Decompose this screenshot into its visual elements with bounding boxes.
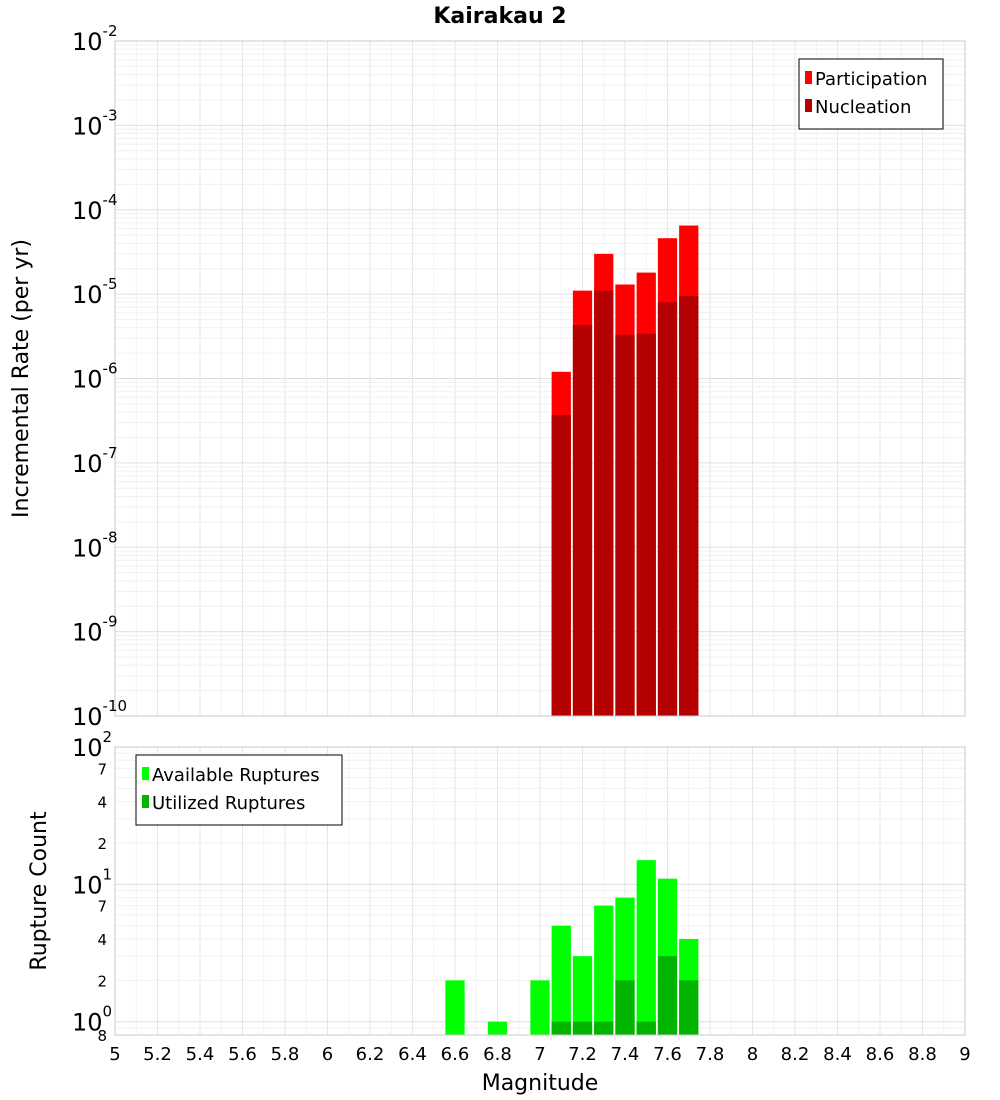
legend-swatch: [142, 795, 149, 808]
bar-primary: [445, 980, 465, 1035]
x-tick-label: 6.8: [483, 1044, 512, 1065]
legend-swatch: [142, 767, 149, 780]
bar-primary: [594, 905, 614, 1035]
x-tick-label: 6: [322, 1044, 333, 1065]
bar-secondary: [551, 414, 571, 716]
rate-chart: Kairakau 2 Incremental Rate (per yr) 10-10…: [9, 4, 966, 731]
y-minor-tick-label: 7: [97, 760, 107, 778]
y-tick-label: 10-7: [72, 444, 118, 478]
bar-secondary: [615, 980, 635, 1035]
x-tick-label: 8.2: [781, 1044, 810, 1065]
bar-secondary: [594, 290, 614, 716]
x-tick-label: 6.6: [441, 1044, 470, 1065]
bar-secondary: [551, 1021, 571, 1035]
x-axis-title: Magnitude: [482, 1071, 599, 1096]
bar-secondary: [572, 1021, 593, 1035]
x-tick-label: 8.6: [866, 1044, 895, 1065]
y-tick-label: 10-9: [72, 613, 118, 647]
x-tick-label: 7.2: [568, 1044, 597, 1065]
y-tick-label: 101: [72, 865, 112, 899]
y-minor-tick-label: 4: [97, 931, 107, 949]
x-tick-label: 7.6: [653, 1044, 682, 1065]
bar-secondary: [615, 334, 635, 716]
bar-secondary: [679, 296, 699, 716]
y-tick-label: 10-2: [72, 22, 118, 56]
x-tick-label: 5.4: [186, 1044, 215, 1065]
bar-primary: [636, 860, 656, 1035]
x-tick-label: 8.4: [823, 1044, 852, 1065]
bar-primary: [551, 925, 571, 1035]
x-tick-label: 5: [109, 1044, 120, 1065]
legend-swatch: [805, 71, 812, 84]
legend-box: [798, 58, 944, 130]
bar-primary: [487, 1021, 508, 1035]
y-tick-label: 10-6: [72, 360, 118, 394]
x-tick-label: 8: [747, 1044, 758, 1065]
y-minor-tick-label: 7: [97, 898, 107, 916]
bar-primary: [572, 956, 593, 1035]
x-tick-label: 5.8: [271, 1044, 300, 1065]
y-tick-label: 100: [72, 1003, 112, 1037]
legend-box: [135, 754, 343, 826]
y-minor-tick-label: 8: [97, 1027, 107, 1045]
x-tick-label: 6.2: [356, 1044, 385, 1065]
x-tick-label: 7.8: [696, 1044, 725, 1065]
x-tick-label: 5.6: [228, 1044, 257, 1065]
x-axis: 5 5.2 5.4 5.6 5.8 6 6.2 6.4 6.6 6.8 7 7.2 7.4 7.6 7.8 8…: [109, 1044, 970, 1096]
legend-label: Utilized Ruptures: [152, 793, 305, 814]
bar-secondary: [679, 980, 699, 1035]
y-minor-tick-label: 2: [97, 835, 107, 853]
y-minor-tick-label: 2: [97, 972, 107, 990]
y-tick-label: 10-8: [72, 528, 118, 562]
plot-frame: [114, 746, 966, 1036]
bar-secondary: [636, 333, 656, 716]
bar-primary: [530, 980, 550, 1035]
y-tick-label: 10-5: [72, 275, 118, 309]
bar-secondary: [594, 1021, 614, 1035]
y-tick-label: 10-4: [72, 191, 118, 225]
legend-label: Available Ruptures: [152, 765, 320, 786]
bar-secondary: [572, 325, 593, 716]
x-tick-label: 9: [959, 1044, 970, 1065]
plot-frame: [114, 40, 966, 717]
y-tick-label: 10-3: [72, 106, 118, 140]
legend-swatch: [805, 99, 812, 112]
chart-title: Kairakau 2: [433, 4, 566, 29]
bar-secondary: [657, 956, 678, 1035]
x-tick-label: 7.4: [611, 1044, 640, 1065]
legend-label: Nucleation: [815, 97, 911, 118]
y-tick-label: 10-10: [72, 697, 127, 731]
x-tick-label: 8.8: [908, 1044, 937, 1065]
bar-secondary: [636, 1021, 656, 1035]
y-minor-tick-label: 4: [97, 794, 107, 812]
y-axis-title: Incremental Rate (per yr): [9, 239, 34, 518]
count-chart: Rupture Count 100 101 102 8 2 4 7 2 4 7 Available R…: [27, 728, 966, 1045]
x-tick-label: 5.2: [143, 1044, 172, 1065]
y-tick-label: 102: [72, 728, 112, 762]
x-tick-label: 7: [534, 1044, 545, 1065]
legend-label: Participation: [815, 69, 927, 90]
x-tick-label: 6.4: [398, 1044, 427, 1065]
bar-secondary: [657, 302, 678, 716]
y-axis-title: Rupture Count: [27, 811, 52, 971]
